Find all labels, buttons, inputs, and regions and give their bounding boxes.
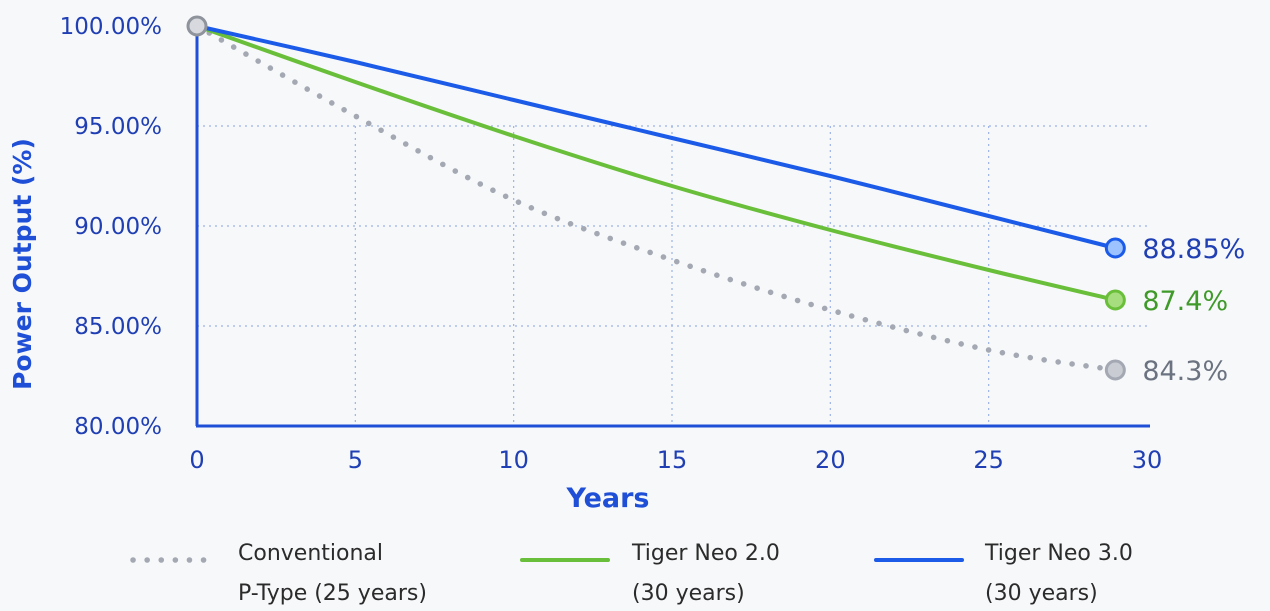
series-start-marker [186,15,208,37]
y-tick-label: 80.00% [74,414,162,440]
y-tick-label: 95.00% [74,114,162,140]
x-axis-title: Years [566,483,650,514]
y-tick-label: 100.00% [60,14,162,40]
axes [195,26,1150,428]
series-end-label-3: 88.85% [1142,234,1245,265]
legend-label-3: (30 years) [985,581,1098,606]
series-end-marker-1 [1104,359,1126,381]
x-tick-label: 5 [348,446,363,474]
x-tick-label: 30 [1132,446,1163,474]
x-tick-label: 10 [498,446,529,474]
series-line-2 [195,24,1118,302]
y-axis-title: Power Output (%) [8,138,37,390]
series-end-marker-3 [1104,237,1126,259]
x-tick-label: 20 [815,446,846,474]
series-end-marker-2 [1104,289,1126,311]
series-group: 84.3% 87.4% 88.85% [186,15,1245,387]
y-tick-label: 90.00% [74,214,162,240]
y-tick-labels: 100.00% 95.00% 90.00% 85.00% 80.00% [60,14,162,440]
grid-lines [197,125,1147,426]
series-line-1 [194,23,1119,373]
x-tick-label: 25 [973,446,1004,474]
legend-label-2: (30 years) [632,581,745,606]
series-line-3 [195,24,1118,250]
legend-label-2: Tiger Neo 2.0 [631,541,780,566]
series-end-label-2: 87.4% [1142,286,1228,317]
legend-label-1: P-Type (25 years) [238,581,427,606]
series-end-label-1: 84.3% [1142,356,1228,387]
x-tick-labels: 0 5 10 15 20 25 30 [189,446,1162,474]
y-tick-label: 85.00% [74,314,162,340]
legend-label-3: Tiger Neo 3.0 [984,541,1133,566]
x-tick-label: 15 [657,446,688,474]
legend-label-1: Conventional [238,541,383,566]
x-tick-label: 0 [189,446,204,474]
legend: Conventional P-Type (25 years) Tiger Neo 2… [130,541,1133,606]
